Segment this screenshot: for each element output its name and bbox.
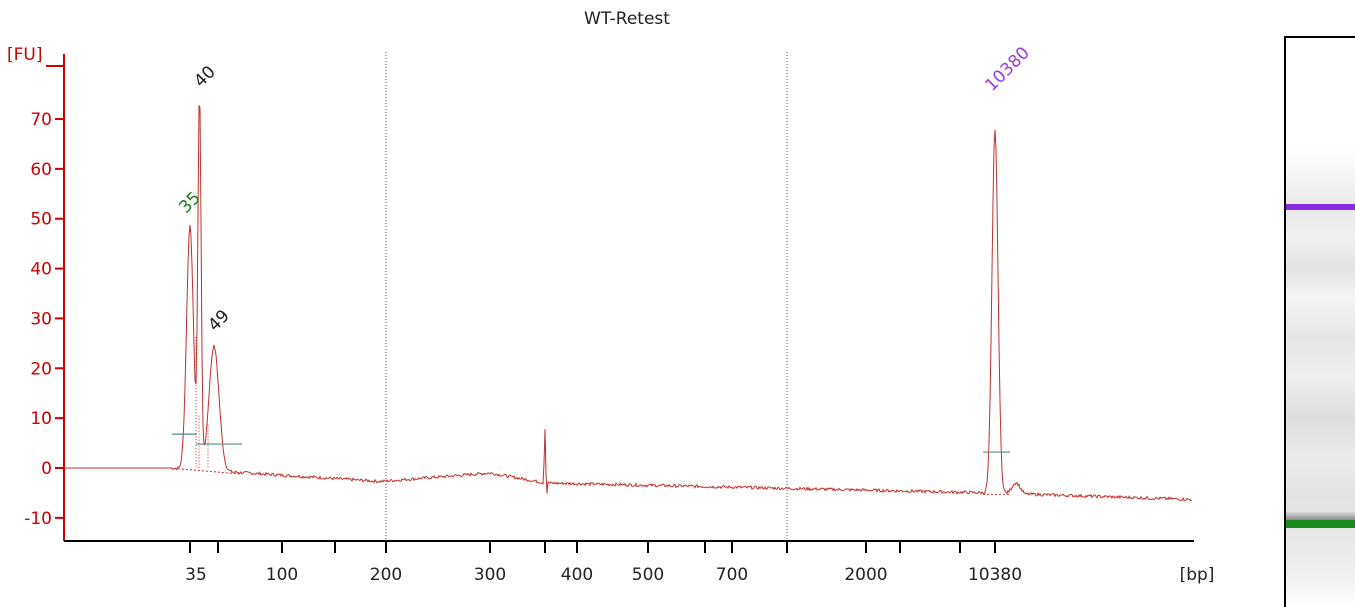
x-axis-title: [bp]	[1180, 565, 1215, 585]
peak-label: 49	[204, 306, 233, 335]
y-tick-label: 20	[30, 359, 52, 379]
dotted-reference-lines	[385, 52, 788, 541]
peak-label: 40	[190, 62, 219, 91]
x-tick-label: 2000	[844, 565, 887, 585]
lower-marker-band	[1286, 520, 1355, 528]
lower-marker-shadow	[1286, 512, 1355, 520]
peak-baseline	[169, 467, 241, 475]
y-tick-label: 50	[30, 210, 52, 230]
x-tick-label: 200	[370, 565, 402, 585]
x-tick-label: 300	[474, 565, 506, 585]
y-tick-label: 30	[30, 309, 52, 329]
y-tick-label: 10	[30, 409, 52, 429]
x-tick-label: 35	[185, 565, 207, 585]
trace-line	[64, 105, 1193, 502]
chart-title: WT-Retest	[584, 9, 670, 29]
y-tick-label: 40	[30, 260, 52, 280]
y-tick-label: -10	[24, 509, 52, 529]
electropherogram-chart: WT-Retest -10 0 10 20 30 40 50 60 70 [FU] 35 100 200…	[7, 9, 1214, 585]
y-tick-label: 60	[30, 160, 52, 180]
y-axis-title: [FU]	[7, 45, 43, 65]
axes: -10 0 10 20 30 40 50 60 70 [FU] 35 100 200 300 400 500 7…	[7, 45, 1214, 585]
y-tick-label: 0	[41, 459, 52, 479]
peak-label: 10380	[981, 43, 1033, 95]
x-tick-label: 10380	[968, 565, 1022, 585]
x-tick-label: 100	[266, 565, 298, 585]
upper-marker-band	[1286, 204, 1355, 210]
gel-image-lane	[1284, 36, 1355, 607]
y-tick-label: 70	[30, 110, 52, 130]
x-tick-label: 700	[716, 565, 748, 585]
x-tick-label: 500	[632, 565, 664, 585]
trace-group	[64, 105, 1193, 502]
x-tick-label: 400	[561, 565, 593, 585]
